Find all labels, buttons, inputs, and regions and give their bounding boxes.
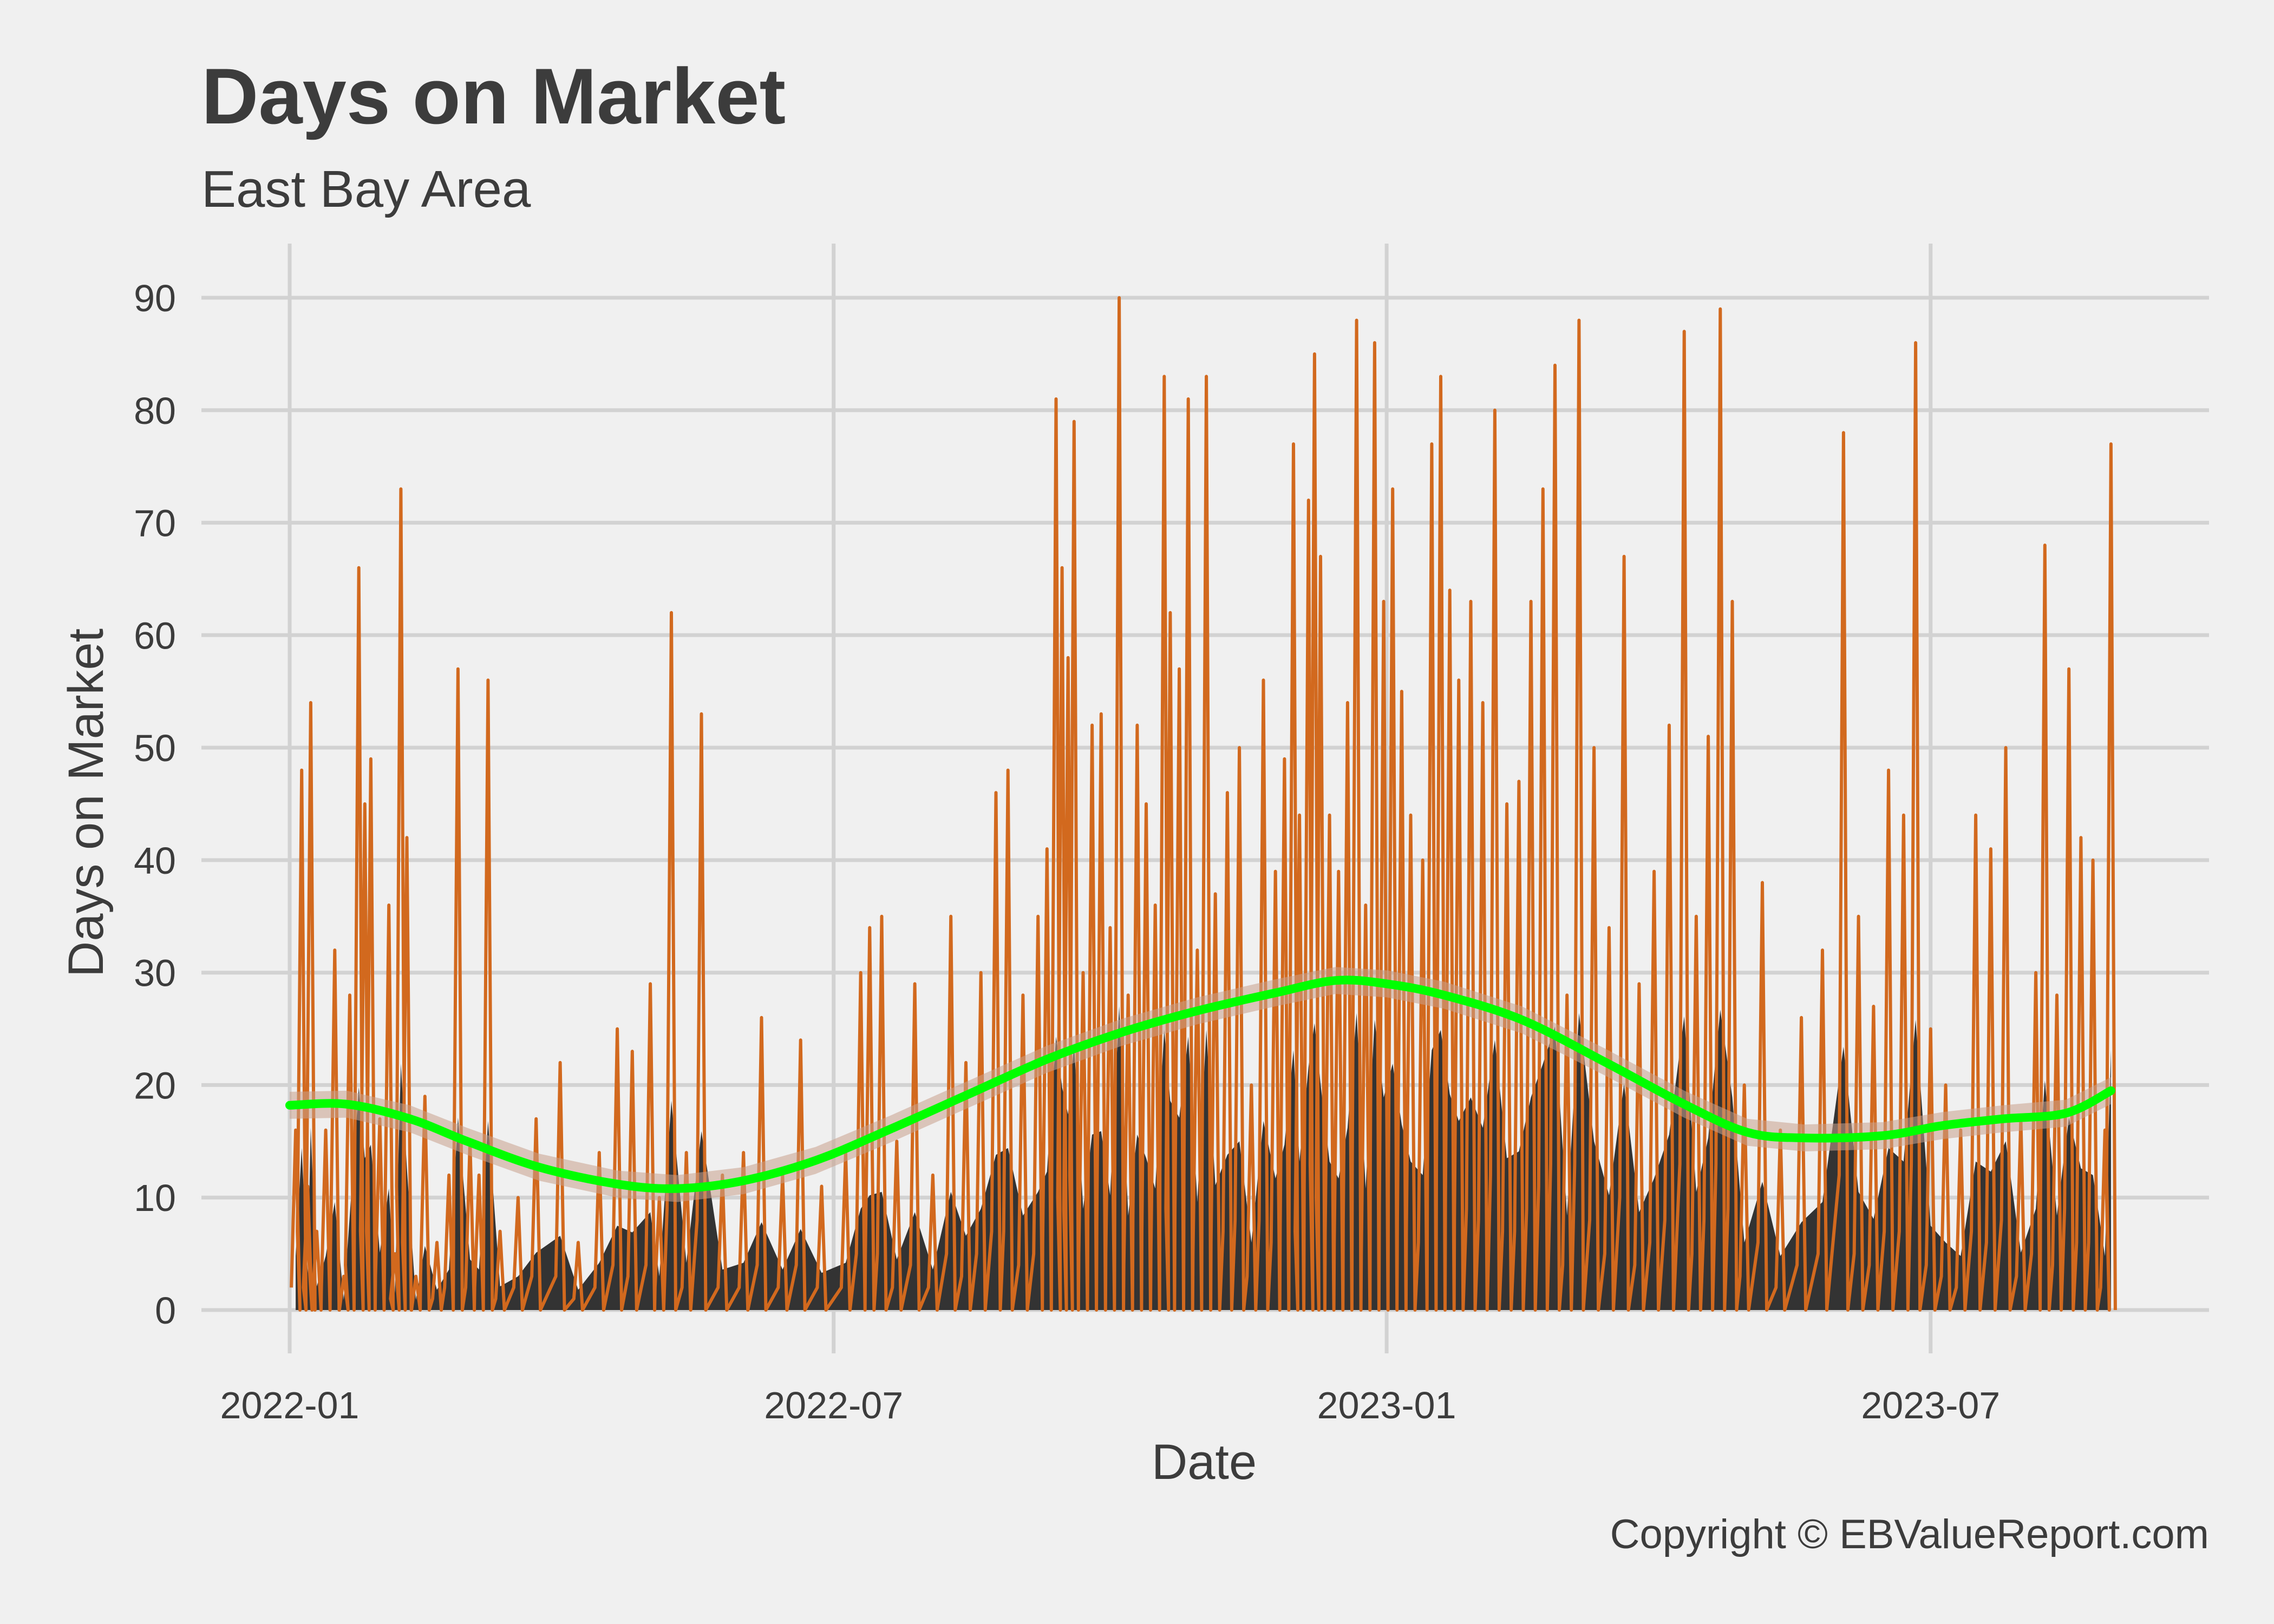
- y-axis-label: Days on Market: [58, 628, 114, 977]
- y-tick-label: 90: [134, 277, 176, 319]
- y-tick-label: 60: [134, 614, 176, 657]
- chart-subtitle: East Bay Area: [201, 160, 531, 218]
- x-tick-label: 2023-07: [1861, 1384, 2000, 1426]
- y-tick-label: 70: [134, 502, 176, 545]
- y-tick-label: 50: [134, 727, 176, 769]
- y-tick-label: 10: [134, 1177, 176, 1219]
- series-layer: [285, 296, 2117, 1312]
- y-axis-tick-labels: 0 10 20 30 40 50 60 70 80 90: [134, 277, 176, 1332]
- y-tick-label: 40: [134, 840, 176, 882]
- y-tick-label: 30: [134, 952, 176, 994]
- x-tick-label: 2023-01: [1317, 1384, 1456, 1426]
- y-tick-label: 20: [134, 1064, 176, 1106]
- x-axis-label: Date: [1152, 1435, 1257, 1490]
- copyright-caption: Copyright © EBValueReport.com: [1610, 1511, 2209, 1557]
- smoothed-trend-line: [285, 975, 2115, 1193]
- chart-title: Days on Market: [201, 52, 786, 140]
- x-axis-tick-labels: 2022-01 2022-07 2023-01 2023-07: [220, 1384, 2001, 1426]
- y-tick-label: 80: [134, 390, 176, 432]
- x-tick-label: 2022-01: [220, 1384, 360, 1426]
- x-tick-label: 2022-07: [764, 1384, 903, 1426]
- y-tick-label: 0: [155, 1289, 176, 1332]
